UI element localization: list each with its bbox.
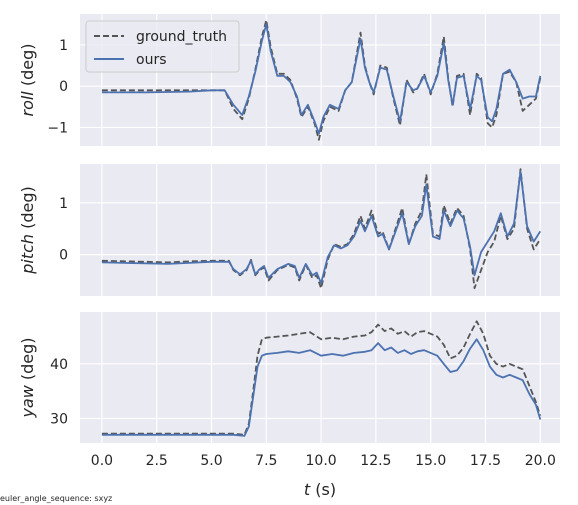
x-axis-label: t (s) <box>304 480 336 499</box>
x-tick-label: 7.5 <box>255 453 277 469</box>
panel-pitch: 0 1 pitch (deg) <box>18 164 560 296</box>
y-tick-label: 40 <box>50 357 68 373</box>
y-tick-label: 1 <box>59 38 68 54</box>
x-tick-label: 12.5 <box>360 453 391 469</box>
series-line-ours <box>101 338 542 437</box>
panels: −1 0 1 roll (deg) 0 1 pitch (deg) 30 40 yaw (deg)… <box>18 14 560 499</box>
y-axis-label-unit: (deg) <box>18 186 37 234</box>
y-axis-label-variable: pitch <box>18 234 37 275</box>
series-line-ground-truth <box>101 168 542 290</box>
series-line-ours <box>101 170 542 285</box>
x-tick-label: 0.0 <box>91 453 113 469</box>
x-axis-label-variable: t <box>304 480 311 499</box>
y-axis-label-unit: (deg) <box>18 44 37 92</box>
x-tick-label: 15.0 <box>415 453 446 469</box>
x-tick-label: 20.0 <box>525 453 556 469</box>
panel-yaw: 30 40 yaw (deg) 0.0 2.5 5.0 7.5 10.0 12.5 15.0 17.… <box>18 312 560 499</box>
legend: ground_truth ours <box>85 20 240 73</box>
y-axis-label: roll (deg) <box>18 44 37 117</box>
series-line-ours <box>101 23 542 135</box>
panel-background <box>80 312 560 443</box>
y-axis-label: yaw (deg) <box>18 337 37 418</box>
x-axis-label-unit: (s) <box>310 480 336 499</box>
x-tick-label: 2.5 <box>146 453 168 469</box>
y-axis-label-variable: roll <box>18 91 37 117</box>
panel-background <box>80 164 560 296</box>
legend-label-ours: ours <box>136 52 167 68</box>
x-tick-label: 17.5 <box>470 453 501 469</box>
y-tick-label: 0 <box>59 79 68 95</box>
y-axis-label: pitch (deg) <box>18 186 37 275</box>
y-axis-label-unit: (deg) <box>18 337 37 385</box>
legend-frame <box>85 20 240 73</box>
y-tick-label: −1 <box>47 120 68 136</box>
x-tick-label: 10.0 <box>306 453 337 469</box>
legend-label-ground-truth: ground_truth <box>136 29 227 45</box>
x-tick-label: 5.0 <box>200 453 222 469</box>
footnote: euler_angle_sequence: sxyz <box>0 494 112 503</box>
y-tick-label: 0 <box>59 248 68 264</box>
y-tick-label: 30 <box>50 411 68 427</box>
y-axis-label-variable: yaw <box>18 384 37 418</box>
y-tick-label: 1 <box>59 196 68 212</box>
